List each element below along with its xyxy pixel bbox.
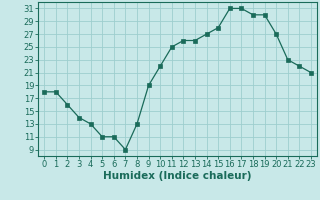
X-axis label: Humidex (Indice chaleur): Humidex (Indice chaleur)	[103, 171, 252, 181]
